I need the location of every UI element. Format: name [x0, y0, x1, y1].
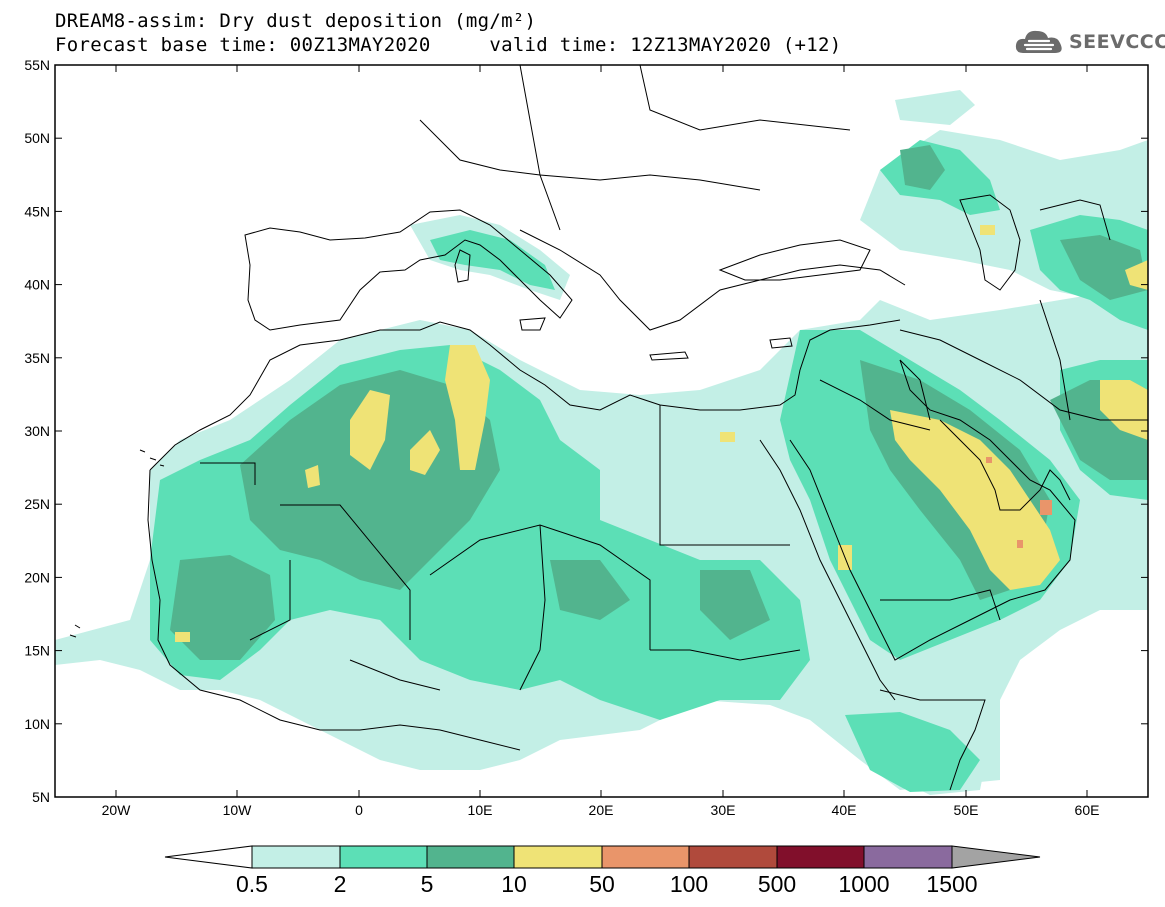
border-africa-5 — [519, 524, 546, 691]
coastline-caspian — [959, 194, 1021, 291]
lon-label: 50E — [954, 802, 979, 818]
map-subtitle: Forecast base time: 00Z13MAY2020 valid t… — [55, 34, 842, 56]
latitude-axis: 55N 50N 45N 40N 35N 30N 25N 20N 15N 10N … — [24, 57, 1148, 805]
lon-label: 30E — [711, 802, 736, 818]
border-africa-1 — [200, 462, 256, 485]
island-canary — [139, 449, 165, 467]
map-title: DREAM8-assim: Dry dust deposition (mg/m²… — [55, 10, 537, 32]
lon-label: 40E — [832, 802, 857, 818]
coastline-persian-gulf — [939, 419, 1071, 511]
colorbar-label: 2 — [334, 871, 347, 897]
border-africa-6 — [659, 405, 790, 546]
lat-label: 10N — [24, 716, 50, 732]
island-crete — [649, 351, 689, 361]
border-africa-8 — [349, 659, 441, 691]
border-europe-2 — [519, 65, 561, 231]
lon-label: 60E — [1075, 802, 1100, 818]
longitude-axis: 20W 10W 0 10E 20E 30E 40E 50E 60E — [102, 65, 1100, 818]
coastline-europe — [244, 209, 573, 331]
border-europe-3 — [639, 65, 851, 131]
coastline-north-africa — [149, 321, 801, 471]
island-cape-verde — [69, 624, 81, 638]
coastline-iran — [899, 329, 1148, 421]
cloud-icon — [1015, 30, 1062, 53]
lon-label: 20W — [102, 802, 132, 818]
lat-label: 55N — [24, 57, 50, 73]
border-africa-4 — [429, 524, 651, 650]
coastline-red-sea — [759, 439, 896, 701]
colorbar-bin — [251, 845, 341, 869]
border-arabia-2 — [1039, 299, 1071, 421]
coastline-west-africa — [147, 469, 521, 751]
coastline-arabia — [789, 359, 1076, 661]
lat-label: 15N — [24, 643, 50, 659]
lon-label: 10E — [468, 802, 493, 818]
colorbar-label: 500 — [758, 871, 796, 897]
island-sardinia — [454, 249, 471, 283]
border-arabia-1 — [880, 589, 1001, 621]
colorbar-bin — [513, 845, 603, 869]
colorbar-label: 1500 — [926, 871, 977, 897]
colorbar-min-arrow — [164, 845, 253, 869]
colorbar-label: 100 — [670, 871, 708, 897]
border-mideast-2 — [899, 359, 931, 421]
lon-label: 20E — [589, 802, 614, 818]
lat-label: 20N — [24, 569, 50, 585]
colorbar-label: 50 — [589, 871, 615, 897]
border-central-asia — [1039, 199, 1111, 241]
lat-label: 35N — [24, 350, 50, 366]
seevccc-logo: SEEVCCC — [1015, 24, 1165, 60]
lat-label: 45N — [24, 203, 50, 219]
lon-label: 0 — [355, 802, 363, 818]
lat-label: 25N — [24, 496, 50, 512]
border-mideast-1 — [819, 379, 931, 431]
coastline-levant — [799, 319, 901, 371]
colorbar-bin — [339, 845, 428, 869]
island-sicily — [519, 317, 546, 331]
lat-label: 50N — [24, 130, 50, 146]
island-cyprus — [769, 337, 793, 349]
colorbar-label: 1000 — [838, 871, 889, 897]
coastline-black-sea — [718, 239, 871, 281]
border-africa-3 — [249, 560, 291, 641]
dust-field — [55, 90, 1148, 795]
coastlines-and-borders — [69, 65, 1148, 791]
colorbar-bin — [426, 845, 515, 869]
coastline-balkans — [519, 229, 906, 331]
colorbar-label: 10 — [501, 871, 527, 897]
colorbar-bin — [776, 845, 865, 869]
colorbar-label: 0.5 — [236, 871, 268, 897]
colorbar-bin — [863, 845, 953, 869]
lon-label: 10W — [223, 802, 253, 818]
colorbar-bin — [688, 845, 778, 869]
colorbar: 0.5 2 5 10 50 100 500 1000 1500 — [164, 845, 1041, 897]
border-africa-7 — [650, 649, 801, 661]
border-africa-2 — [280, 504, 411, 640]
colorbar-label: 5 — [421, 871, 434, 897]
colorbar-max-arrow — [951, 845, 1041, 869]
deposition-level-50 — [986, 457, 1052, 548]
lat-label: 30N — [24, 423, 50, 439]
logo-text: SEEVCCC — [1069, 31, 1165, 53]
border-europe-1 — [419, 119, 761, 191]
colorbar-bin — [601, 845, 690, 869]
lat-label: 40N — [24, 277, 50, 293]
lat-label: 5N — [32, 789, 50, 805]
coastline-horn-africa — [879, 689, 986, 791]
